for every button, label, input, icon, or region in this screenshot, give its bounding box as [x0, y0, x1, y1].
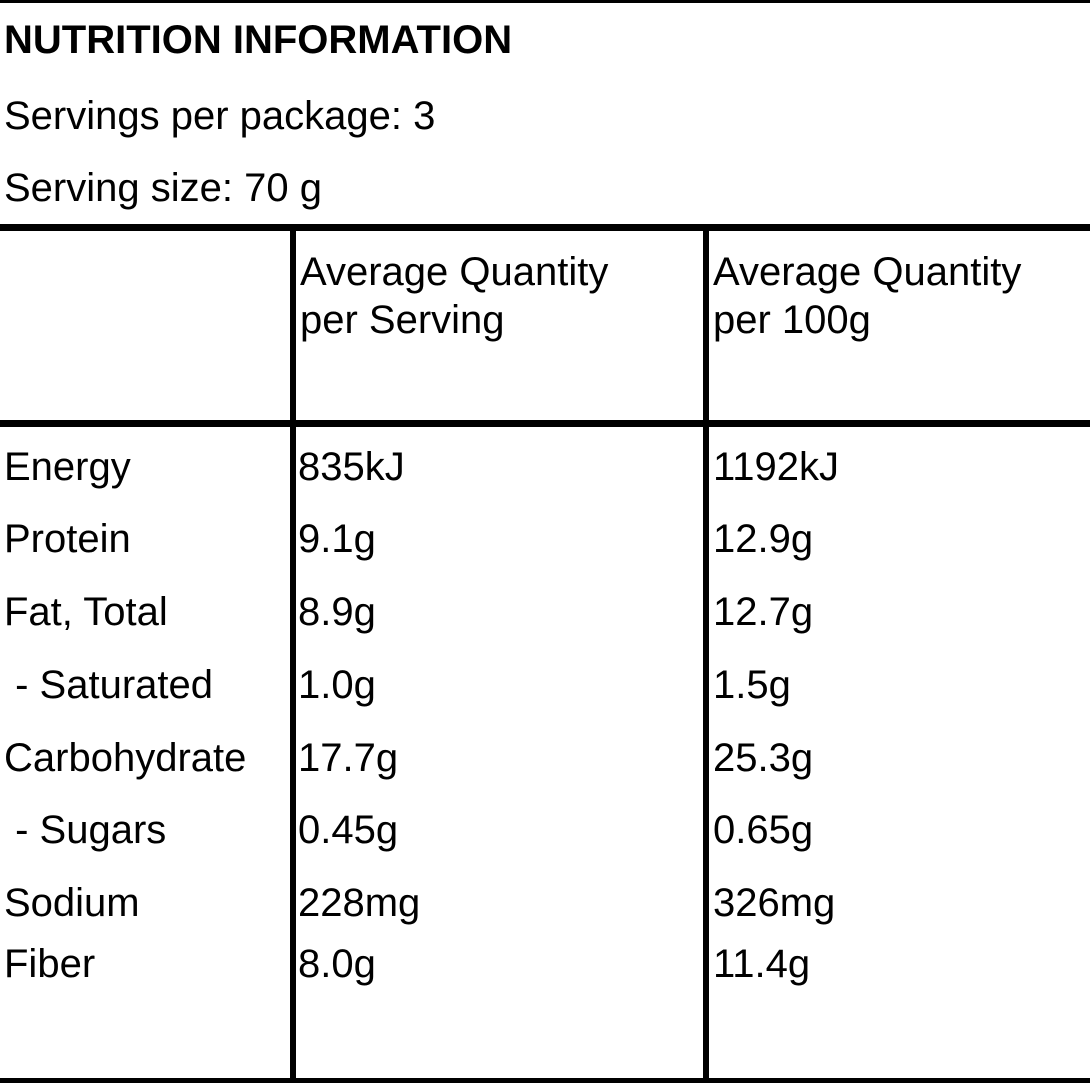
- column-divider-1: [290, 230, 296, 1082]
- row-label-sugars: - Sugars: [4, 808, 167, 852]
- row-label-fat-total: Fat, Total: [4, 590, 168, 634]
- value-per-serving: 8.9g: [298, 590, 376, 634]
- row-label-carbohydrate: Carbohydrate: [4, 736, 247, 780]
- value-per-100g: 11.4g: [713, 942, 811, 986]
- value-per-100g: 326mg: [713, 881, 836, 925]
- column-divider-2: [703, 230, 709, 1082]
- value-per-100g: 25.3g: [713, 736, 814, 780]
- row-label-saturated: - Saturated: [4, 663, 214, 707]
- table-bottom-rule: [0, 1078, 1090, 1083]
- value-per-100g: 1192kJ: [713, 445, 840, 489]
- top-border: [0, 0, 1090, 3]
- table-top-rule: [0, 224, 1090, 231]
- serving-size: Serving size: 70 g: [4, 166, 322, 210]
- row-label-energy: Energy: [4, 445, 131, 489]
- value-per-serving: 228mg: [298, 881, 421, 925]
- value-per-100g: 1.5g: [713, 663, 791, 707]
- value-per-serving: 17.7g: [298, 736, 399, 780]
- value-per-100g: 12.9g: [713, 517, 814, 561]
- servings-per-package: Servings per package: 3: [4, 94, 436, 138]
- row-label-protein: Protein: [4, 517, 131, 561]
- value-per-serving: 1.0g: [298, 663, 376, 707]
- header-bottom-rule: [0, 420, 1090, 427]
- value-per-100g: 12.7g: [713, 590, 814, 634]
- column-header-per-100g: Average Quantity per 100g: [713, 250, 1022, 342]
- value-per-serving: 0.45g: [298, 808, 399, 852]
- column-header-per-serving: Average Quantity per Serving: [300, 250, 609, 342]
- row-label-sodium: Sodium: [4, 881, 140, 925]
- value-per-serving: 835kJ: [298, 445, 405, 489]
- panel-title: NUTRITION INFORMATION: [4, 18, 513, 62]
- value-per-100g: 0.65g: [713, 808, 814, 852]
- value-per-serving: 8.0g: [298, 942, 376, 986]
- row-label-fiber: Fiber: [4, 942, 96, 986]
- value-per-serving: 9.1g: [298, 517, 376, 561]
